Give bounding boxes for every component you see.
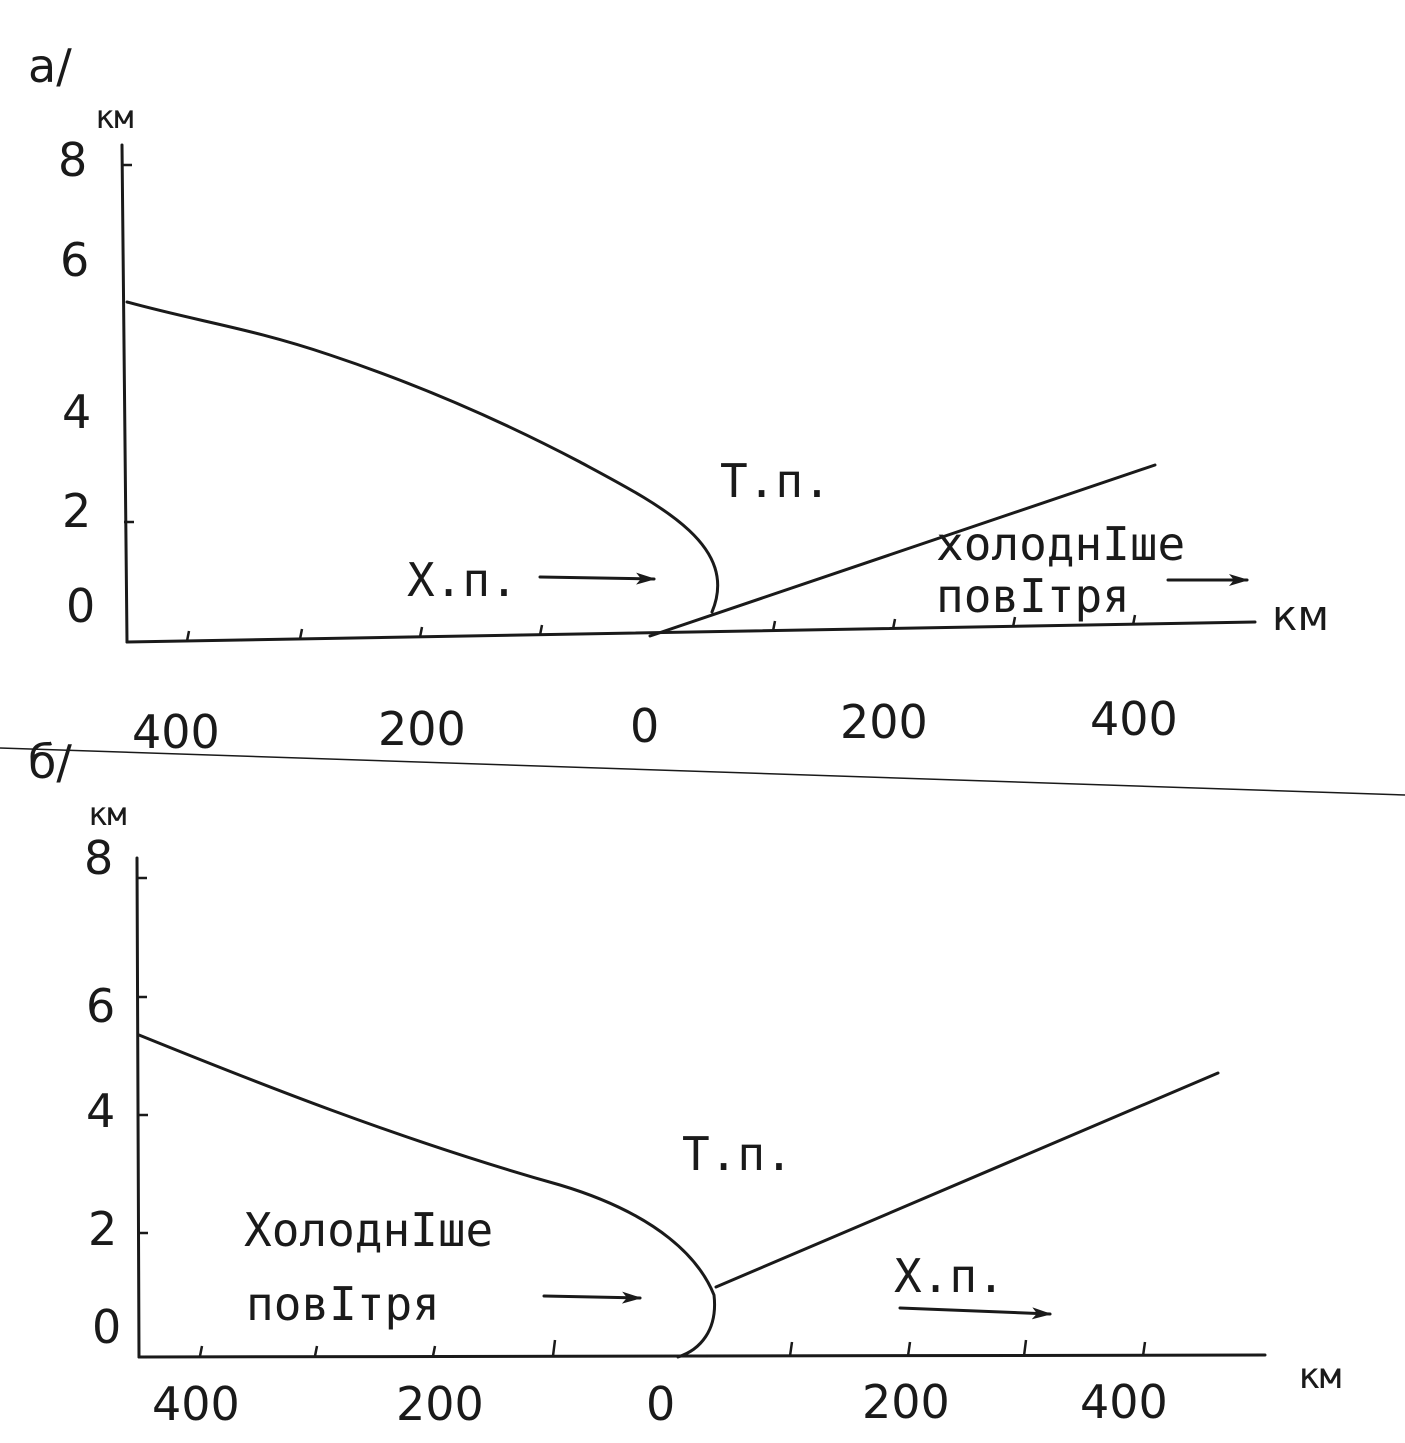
panel-a-x-unit: км: [1272, 591, 1329, 640]
panel-b-x-tick: [1141, 1341, 1147, 1357]
panel-a-warm-front-surface: [648, 463, 1157, 638]
panel-b-colder-air-line2: повІтря: [246, 1277, 440, 1331]
panel-a-colder-air-line1: холоднІше: [936, 517, 1185, 571]
panel-a-cold-air-arrow: [538, 572, 656, 585]
panel-b-x-tick: [1022, 1339, 1028, 1357]
panel-b-y-tick-label: 4: [86, 1084, 115, 1138]
panel-b-x-tick-label: 200: [862, 1375, 950, 1429]
panel-a-x-tick-label: 400: [132, 705, 220, 759]
panel-a-x-tick: [538, 624, 544, 636]
panel-b-cold-air-label: Х.п.: [894, 1249, 1005, 1303]
panel-a-warm-air-label: Т.п.: [720, 454, 831, 508]
panel-a-y-tick-label: 2: [62, 484, 91, 538]
panel-a-x-tick: [1131, 614, 1137, 626]
panel-a-x-tick-label: 200: [840, 695, 928, 749]
panel-b-warm-front-surface: [714, 1071, 1220, 1289]
panel-b-y-axis: [135, 856, 141, 1359]
panel-b-x-tick-label: 0: [646, 1377, 675, 1431]
panel-separator: [0, 747, 1405, 796]
panel-a-y-axis: [120, 143, 129, 644]
panel-a-y-tick-label: 6: [60, 233, 89, 287]
panel-a-x-tick-label: 200: [378, 702, 466, 756]
panel-a-y-tick-label: 4: [62, 385, 91, 439]
panel-b-x-tick: [551, 1339, 557, 1357]
panel-b-x-tick: [198, 1345, 204, 1357]
panel-b-x-tick: [431, 1345, 437, 1357]
panel-b-y-tick-label: 8: [84, 831, 113, 885]
panel-a-x-tick: [1011, 616, 1017, 628]
panel-b-x-tick-label: 200: [396, 1377, 484, 1431]
panel-b-warm-air-label: Т.п.: [682, 1127, 793, 1181]
panel-b-x-tick-label: 400: [1080, 1375, 1168, 1429]
panel-b-y-tick-label: 2: [88, 1202, 117, 1256]
panel-b-label: б/: [28, 735, 72, 789]
panel-b-x-tick-label: 400: [152, 1377, 240, 1431]
panel-b-x-unit: км: [1298, 1356, 1341, 1397]
panel-b-x-axis: [137, 1353, 1267, 1359]
panel-b-y-unit: км: [88, 795, 127, 833]
panel-a-x-tick: [891, 618, 897, 630]
panel-b-y-tick-label: 6: [86, 979, 115, 1033]
panel-a-cold-air-label: Х.п.: [407, 553, 518, 607]
panel-b-colder-air-line1: ХолоднІше: [244, 1203, 493, 1257]
panel-a-y-unit: км: [95, 98, 134, 136]
panel-b: б/ км 8 6 4 2 0 400 200 0 200 400 км: [28, 735, 1341, 1431]
panel-a-x-tick-label: 0: [630, 699, 659, 753]
panel-a-x-tick: [298, 628, 304, 640]
panel-a-label: а/: [28, 39, 72, 93]
panel-b-x-tick: [788, 1341, 794, 1357]
panel-b-y-tick-label: 0: [92, 1300, 121, 1354]
panel-a-cold-front-surface: [125, 300, 720, 614]
panel-a-x-tick: [185, 630, 191, 642]
panel-a-x-tick: [771, 620, 777, 632]
panel-b-x-tick: [313, 1345, 319, 1357]
panel-a-x-tick: [418, 626, 424, 638]
panel-a-y-tick-label: 8: [58, 133, 87, 187]
panel-a-y-tick-label: 0: [66, 579, 95, 633]
panel-b-cold-air-arrow: [898, 1306, 1052, 1320]
panel-a-x-axis: [125, 620, 1257, 644]
panel-a: а/ км 8 6 4 2 0 400 200 0 200 400 км: [28, 39, 1329, 759]
panel-a-x-tick-label: 400: [1090, 692, 1178, 746]
panel-b-cold-front-surface: [137, 1033, 717, 1359]
panel-a-colder-air-line2: повІтря: [936, 569, 1130, 623]
panel-b-colder-air-arrow: [542, 1291, 642, 1304]
panel-b-x-tick: [906, 1341, 912, 1357]
